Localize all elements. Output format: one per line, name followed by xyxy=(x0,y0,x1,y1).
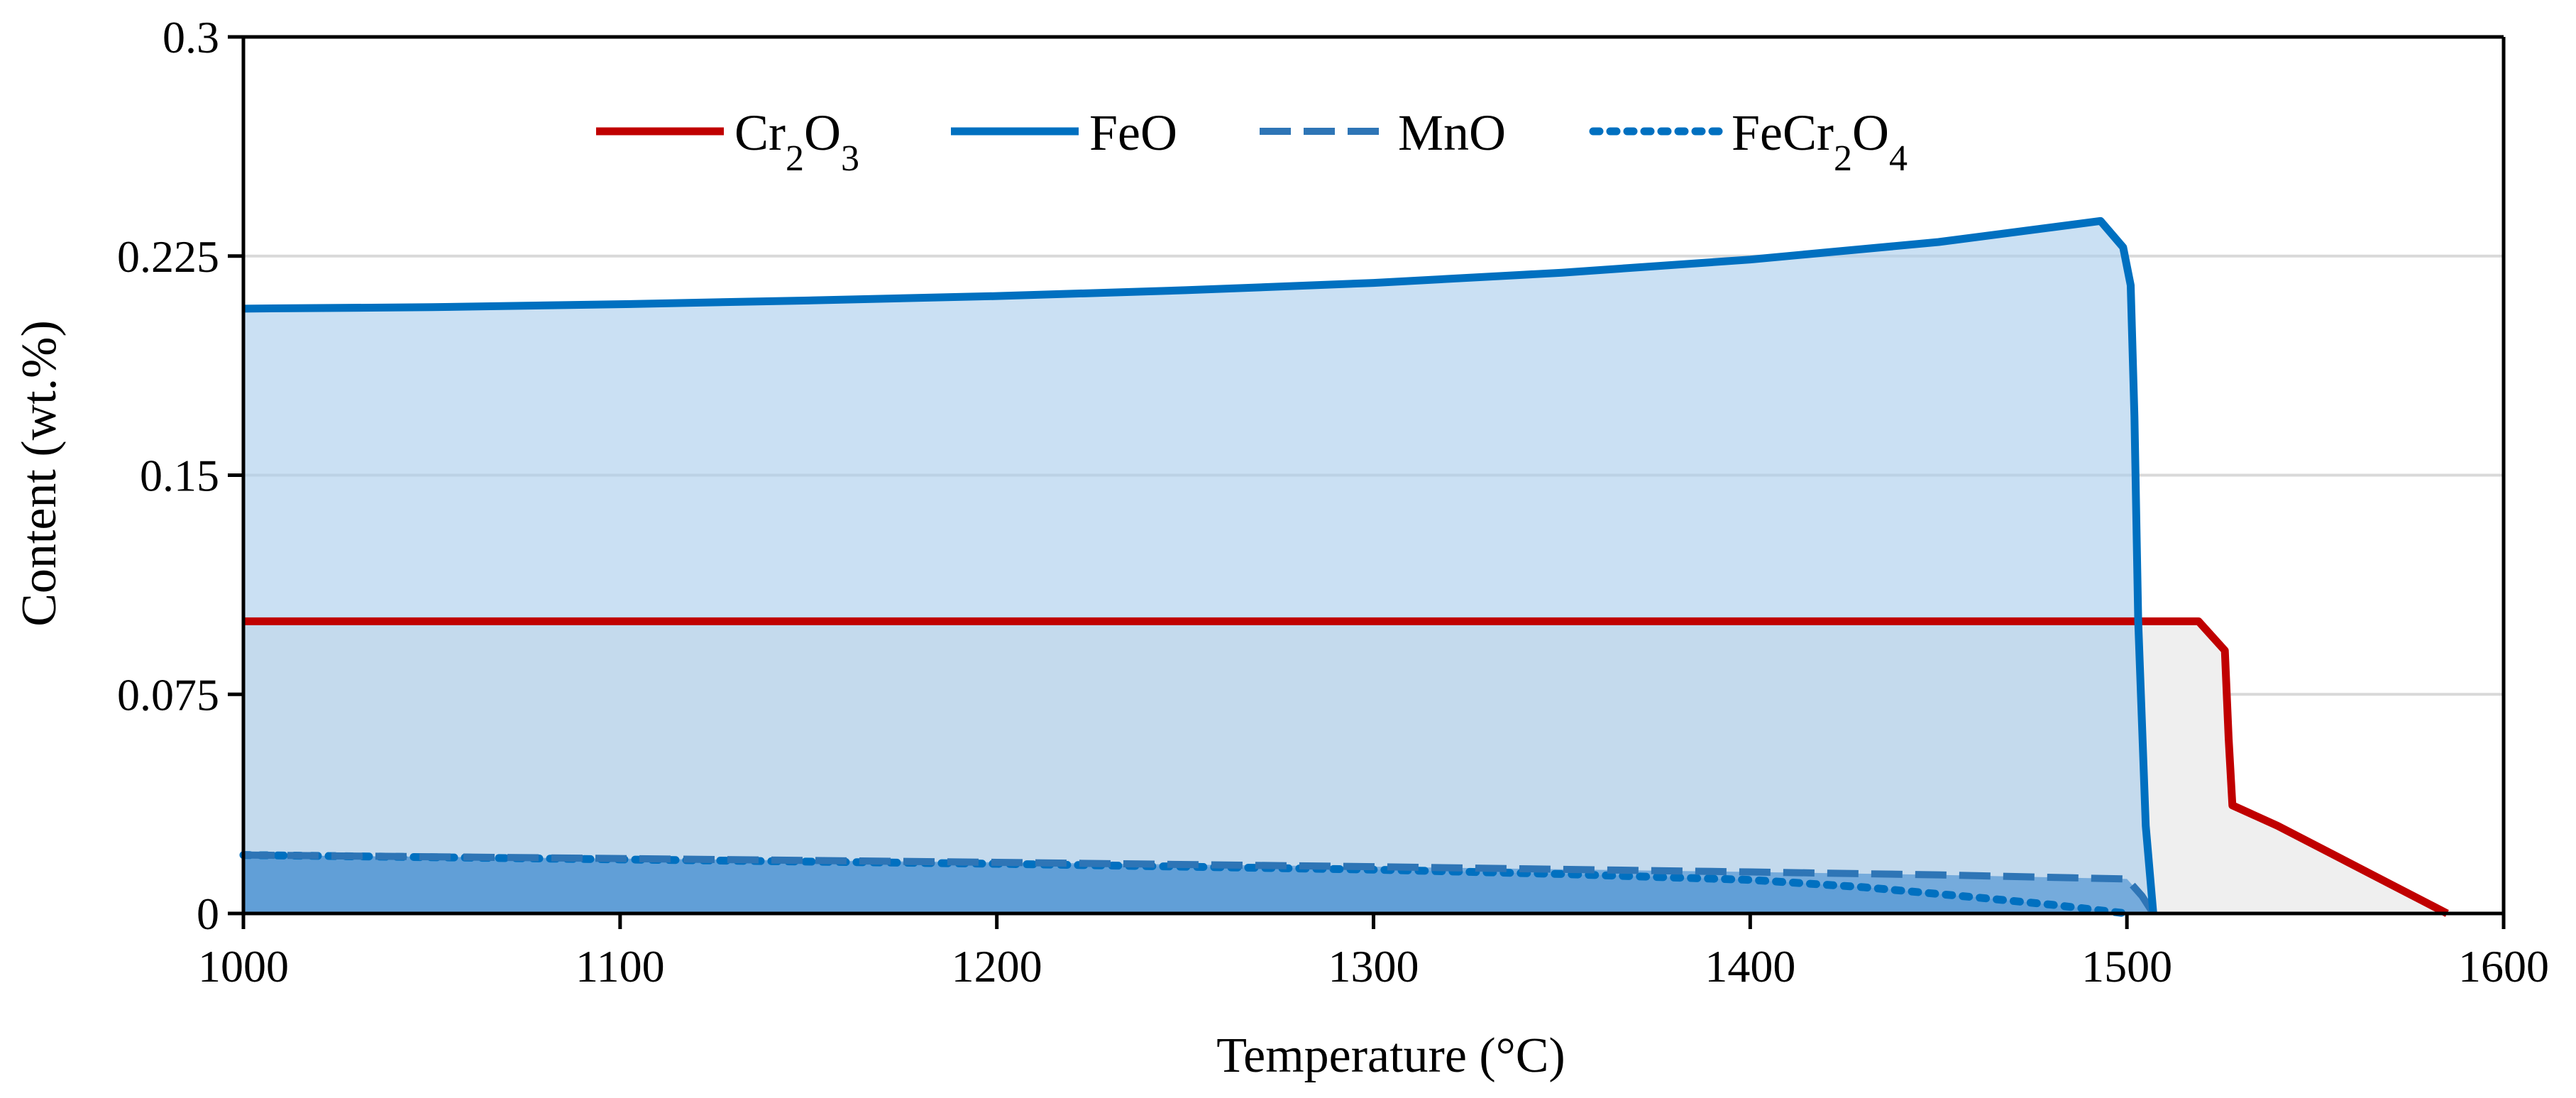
area-feo xyxy=(243,221,2154,914)
series-areas xyxy=(243,221,2448,914)
x-tick-label-1: 1100 xyxy=(576,941,665,992)
legend-item-cr2o3: Cr2O3 xyxy=(596,104,859,179)
legend-label-cr2o3: Cr2O3 xyxy=(734,104,859,179)
area-fecr2o4 xyxy=(243,855,2128,913)
x-tick-label-0: 1000 xyxy=(198,941,289,992)
x-tick-label-5: 1500 xyxy=(2081,941,2172,992)
legend: Cr2O3 FeO MnO FeCr2O4 xyxy=(596,104,1908,179)
tick-labels: 0 0.075 0.15 0.225 0.3 1000 1100 1200 1300 1400 15… xyxy=(117,12,2549,992)
legend-item-mno: MnO xyxy=(1260,104,1506,161)
y-tick-label-4: 0.3 xyxy=(163,12,219,62)
legend-item-fecr2o4: FeCr2O4 xyxy=(1589,104,1908,179)
series-lines xyxy=(239,216,2449,918)
x-tick-label-2: 1200 xyxy=(952,941,1042,992)
y-tick-label-1: 0.075 xyxy=(117,669,219,720)
legend-label-feo: FeO xyxy=(1089,104,1177,161)
x-tick-label-3: 1300 xyxy=(1328,941,1419,992)
x-tick-label-6: 1600 xyxy=(2458,941,2549,992)
legend-label-fecr2o4: FeCr2O4 xyxy=(1732,104,1908,179)
series-line-fecr2o4 xyxy=(239,851,2131,918)
axes xyxy=(228,35,2506,929)
y-tick-label-2: 0.15 xyxy=(140,451,219,501)
y-tick-label-0: 0 xyxy=(197,889,219,939)
series-line-mno xyxy=(243,851,2157,916)
series-line-feo xyxy=(243,216,2157,914)
series-line-cr2o3 xyxy=(243,617,2449,917)
legend-item-feo: FeO xyxy=(951,104,1177,161)
x-axis-title: Temperature (°C) xyxy=(1216,1028,1565,1083)
legend-label-mno: MnO xyxy=(1398,104,1506,161)
x-tick-label-4: 1400 xyxy=(1705,941,1795,992)
y-axis-title: Content (wt.%) xyxy=(12,320,67,627)
y-tick-label-3: 0.225 xyxy=(117,231,219,282)
